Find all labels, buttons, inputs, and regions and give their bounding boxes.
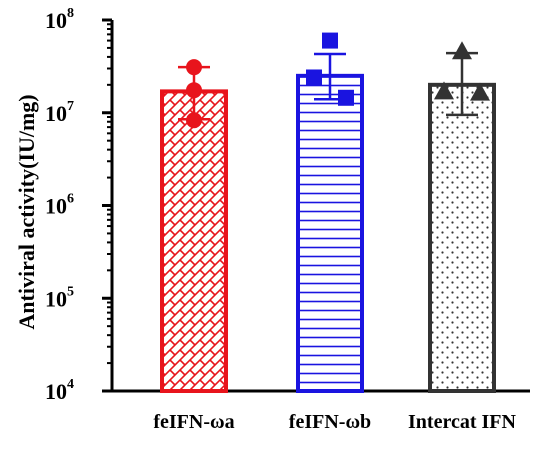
data-point-0-0 — [186, 59, 202, 76]
data-point-1-2 — [338, 89, 354, 106]
x-tick-label-0: feIFN-ωa — [153, 411, 234, 433]
y-tick-label-4: 108 — [45, 6, 74, 33]
bar-1 — [296, 73, 364, 393]
data-point-0-2 — [186, 112, 202, 129]
y-tick-label-2: 106 — [45, 192, 74, 219]
data-point-0-1 — [186, 82, 202, 99]
bar-2 — [428, 82, 496, 393]
data-point-2-1 — [434, 81, 454, 100]
bar-0 — [160, 89, 228, 394]
data-point-2-2 — [470, 82, 490, 101]
y-tick-label-0: 104 — [45, 377, 74, 404]
y-axis-title: Antiviral activity(IU/mg) — [14, 94, 39, 329]
data-point-1-0 — [322, 32, 338, 49]
plot-area: 104 105 106 107 108 feIFN-ωa feIFN-ωb Intercat … — [45, 6, 530, 433]
y-tick-label-3: 107 — [45, 99, 74, 126]
x-tick-label-1: feIFN-ωb — [289, 411, 371, 433]
data-point-1-1 — [306, 69, 322, 86]
x-tick-label-2: Intercat IFN — [408, 411, 516, 433]
y-tick-label-1: 105 — [45, 284, 74, 311]
data-point-2-0 — [452, 41, 472, 60]
